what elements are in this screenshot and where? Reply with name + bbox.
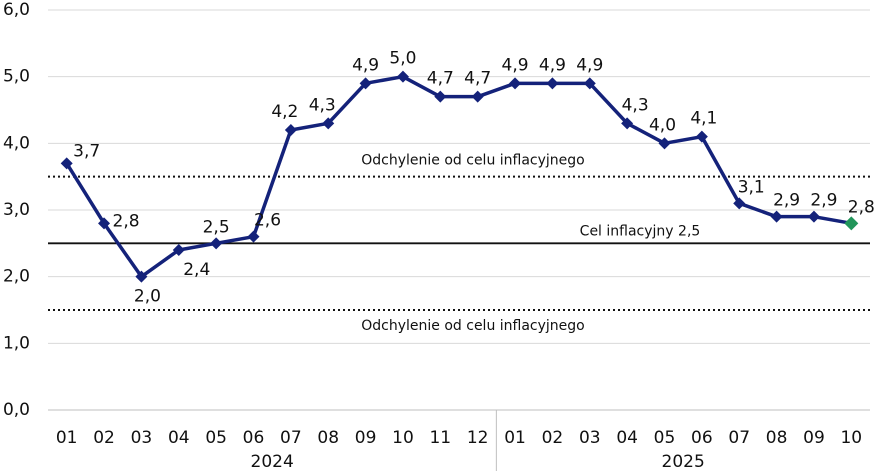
data-label: 4,9 [502, 55, 529, 75]
data-point [807, 210, 820, 223]
data-label: 3,1 [738, 177, 765, 197]
y-tick-label: 4,0 [3, 133, 30, 153]
x-tick-label: 08 [766, 428, 788, 448]
x-tick-label: 02 [93, 428, 115, 448]
reference-label: Odchylenie od celu inflacyjnego [361, 318, 585, 334]
x-tick-label: 10 [840, 428, 862, 448]
data-point [621, 117, 634, 130]
x-tick-label: 04 [168, 428, 190, 448]
x-tick-label: 12 [467, 428, 489, 448]
group-label: 2024 [251, 452, 294, 471]
data-label: 2,8 [113, 211, 140, 231]
data-point [60, 157, 73, 170]
data-label: 4,9 [352, 55, 379, 75]
x-tick-label: 09 [803, 428, 825, 448]
x-tick-label: 11 [429, 428, 451, 448]
x-tick-label: 03 [131, 428, 153, 448]
x-tick-label: 05 [205, 428, 227, 448]
series-line [65, 74, 852, 279]
data-point [172, 244, 185, 256]
data-label: 4,3 [309, 95, 336, 115]
reference-label: Odchylenie od celu inflacyjnego [361, 153, 585, 169]
x-tick-label: 10 [392, 428, 414, 448]
reference-label: Cel inflacyjny 2,5 [580, 223, 701, 239]
data-point [98, 217, 111, 230]
data-label: 2,5 [203, 217, 230, 237]
group-label: 2025 [662, 452, 705, 471]
data-point [695, 130, 708, 143]
data-label: 4,9 [539, 55, 566, 75]
data-label: 2,9 [810, 191, 837, 211]
data-point [733, 197, 746, 210]
data-label: 2,0 [134, 287, 161, 307]
data-label: 4,7 [464, 69, 491, 89]
data-label: 4,1 [690, 109, 717, 129]
data-label: 2,4 [183, 260, 210, 280]
x-tick-label: 04 [616, 428, 638, 448]
data-label: 3,7 [73, 141, 100, 161]
data-point [509, 77, 522, 90]
data-label: 4,9 [576, 55, 603, 75]
x-tick-label: 08 [317, 428, 339, 448]
y-tick-label: 3,0 [3, 200, 30, 220]
x-tick-label: 07 [728, 428, 750, 448]
data-label: 4,7 [427, 69, 454, 89]
data-label: 2,6 [254, 211, 281, 231]
data-point [844, 216, 859, 231]
x-tick-label: 01 [56, 428, 78, 448]
data-point [471, 90, 484, 103]
x-tick-label: 09 [355, 428, 377, 448]
x-tick-label: 03 [579, 428, 601, 448]
x-tick-label: 01 [504, 428, 526, 448]
data-label: 4,3 [622, 95, 649, 115]
x-tick-label: 05 [654, 428, 676, 448]
data-label: 4,2 [271, 102, 298, 122]
y-tick-label: 5,0 [3, 67, 30, 87]
y-tick-label: 0,0 [3, 400, 30, 420]
data-point [583, 77, 596, 90]
data-point [770, 210, 783, 223]
data-point [284, 124, 297, 136]
y-tick-label: 2,0 [3, 267, 30, 287]
y-tick-label: 1,0 [3, 333, 30, 353]
x-tick-label: 02 [542, 428, 564, 448]
x-tick-label: 06 [243, 428, 265, 448]
data-label: 2,9 [773, 191, 800, 211]
data-point [210, 237, 223, 250]
data-label: 2,8 [848, 197, 874, 217]
y-tick-label: 6,0 [3, 0, 30, 20]
data-label: 5,0 [389, 49, 416, 69]
x-tick-label: 06 [691, 428, 713, 448]
data-point [359, 77, 372, 90]
x-tick-label: 07 [280, 428, 302, 448]
data-point [322, 117, 335, 130]
data-label: 4,0 [649, 115, 676, 135]
data-point [434, 90, 447, 103]
data-point [658, 137, 671, 150]
data-point [396, 70, 409, 83]
data-point [135, 270, 148, 283]
data-point [546, 77, 559, 90]
data-point [247, 230, 260, 243]
